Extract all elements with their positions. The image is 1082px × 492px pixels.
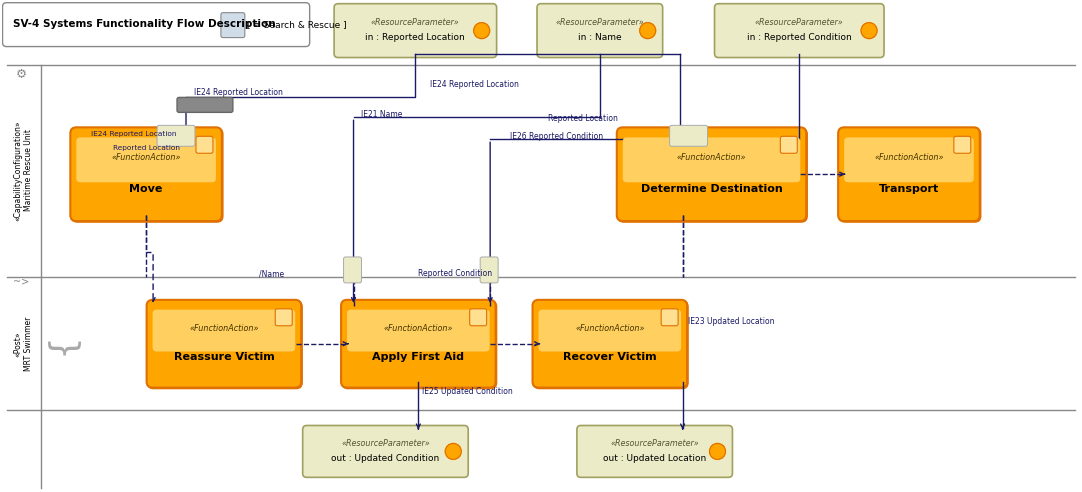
Text: «FunctionAction»: «FunctionAction»: [384, 324, 453, 333]
FancyBboxPatch shape: [71, 128, 223, 222]
Text: in : Reported Location: in : Reported Location: [366, 33, 465, 42]
FancyBboxPatch shape: [714, 3, 884, 58]
Circle shape: [474, 23, 490, 38]
Text: /Name: /Name: [259, 270, 283, 278]
FancyBboxPatch shape: [617, 127, 806, 221]
FancyBboxPatch shape: [532, 300, 687, 388]
FancyBboxPatch shape: [470, 309, 487, 326]
FancyBboxPatch shape: [77, 137, 216, 182]
FancyBboxPatch shape: [341, 300, 496, 388]
Text: «ResourceParameter»: «ResourceParameter»: [341, 439, 430, 448]
FancyBboxPatch shape: [670, 125, 708, 146]
Circle shape: [710, 443, 725, 460]
FancyBboxPatch shape: [147, 301, 302, 389]
FancyBboxPatch shape: [153, 309, 295, 351]
FancyBboxPatch shape: [533, 301, 688, 389]
Text: IE24 Reported Location: IE24 Reported Location: [91, 131, 176, 137]
FancyBboxPatch shape: [840, 128, 980, 222]
Text: IE23 Updated Location: IE23 Updated Location: [687, 317, 774, 326]
FancyBboxPatch shape: [344, 257, 361, 283]
Text: IE25 Updated Condition: IE25 Updated Condition: [422, 387, 513, 396]
Text: «ResourceParameter»: «ResourceParameter»: [610, 439, 699, 448]
FancyBboxPatch shape: [780, 136, 797, 154]
Text: [ ≡ Search & Rescue ]: [ ≡ Search & Rescue ]: [247, 20, 346, 29]
FancyBboxPatch shape: [303, 426, 469, 477]
Text: «Post»
MRT Swimmer: «Post» MRT Swimmer: [14, 316, 34, 371]
Text: «ResourceParameter»: «ResourceParameter»: [371, 18, 460, 27]
FancyBboxPatch shape: [844, 137, 974, 182]
Text: «FunctionAction»: «FunctionAction»: [111, 154, 181, 162]
Text: {: {: [44, 332, 78, 355]
Text: in : Name: in : Name: [578, 33, 622, 42]
FancyBboxPatch shape: [623, 137, 801, 182]
FancyBboxPatch shape: [70, 127, 222, 221]
Text: ~>: ~>: [13, 277, 29, 287]
Text: «FunctionAction»: «FunctionAction»: [676, 154, 747, 162]
Text: Move: Move: [130, 184, 162, 194]
FancyBboxPatch shape: [196, 136, 213, 154]
Text: «ResourceParameter»: «ResourceParameter»: [755, 18, 844, 27]
Text: «FunctionAction»: «FunctionAction»: [575, 324, 645, 333]
Text: IE26 Reported Condition: IE26 Reported Condition: [510, 132, 603, 141]
Text: «CapabilityConfiguration»
Maritime Rescue Unit: «CapabilityConfiguration» Maritime Rescu…: [14, 120, 34, 220]
FancyBboxPatch shape: [480, 257, 498, 283]
FancyBboxPatch shape: [342, 301, 497, 389]
Text: SV-4 Systems Functionality Flow Description: SV-4 Systems Functionality Flow Descript…: [13, 19, 276, 29]
Text: «ResourceParameter»: «ResourceParameter»: [555, 18, 644, 27]
Text: Reported Condition: Reported Condition: [419, 270, 492, 278]
FancyBboxPatch shape: [147, 300, 301, 388]
Text: Recover Victim: Recover Victim: [563, 352, 657, 363]
FancyBboxPatch shape: [275, 309, 292, 326]
Text: Apply First Aid: Apply First Aid: [372, 352, 464, 363]
FancyBboxPatch shape: [954, 136, 971, 154]
Circle shape: [446, 443, 461, 460]
FancyBboxPatch shape: [539, 309, 681, 351]
FancyBboxPatch shape: [2, 2, 309, 47]
FancyBboxPatch shape: [839, 127, 980, 221]
Text: Determine Destination: Determine Destination: [641, 184, 782, 194]
Text: IE24 Reported Location: IE24 Reported Location: [194, 88, 282, 97]
Text: IE21 Name: IE21 Name: [360, 110, 401, 119]
FancyBboxPatch shape: [221, 13, 245, 37]
Text: out : Updated Condition: out : Updated Condition: [331, 454, 439, 463]
Text: «FunctionAction»: «FunctionAction»: [189, 324, 259, 333]
Circle shape: [861, 23, 878, 38]
FancyBboxPatch shape: [177, 97, 233, 112]
Text: Transport: Transport: [879, 184, 939, 194]
Text: Reassure Victim: Reassure Victim: [173, 352, 274, 363]
Text: out : Updated Location: out : Updated Location: [603, 454, 707, 463]
FancyBboxPatch shape: [618, 128, 807, 222]
FancyBboxPatch shape: [347, 309, 490, 351]
FancyBboxPatch shape: [157, 125, 195, 146]
FancyBboxPatch shape: [661, 309, 678, 326]
FancyBboxPatch shape: [577, 426, 733, 477]
Text: IE24 Reported Location: IE24 Reported Location: [431, 80, 519, 89]
Text: Reported Location: Reported Location: [114, 145, 181, 151]
Text: ⚙: ⚙: [16, 68, 27, 81]
FancyBboxPatch shape: [334, 3, 497, 58]
Circle shape: [639, 23, 656, 38]
Text: in : Reported Condition: in : Reported Condition: [747, 33, 852, 42]
FancyBboxPatch shape: [537, 3, 662, 58]
Text: «FunctionAction»: «FunctionAction»: [874, 154, 944, 162]
Text: Reported Location: Reported Location: [547, 114, 618, 123]
